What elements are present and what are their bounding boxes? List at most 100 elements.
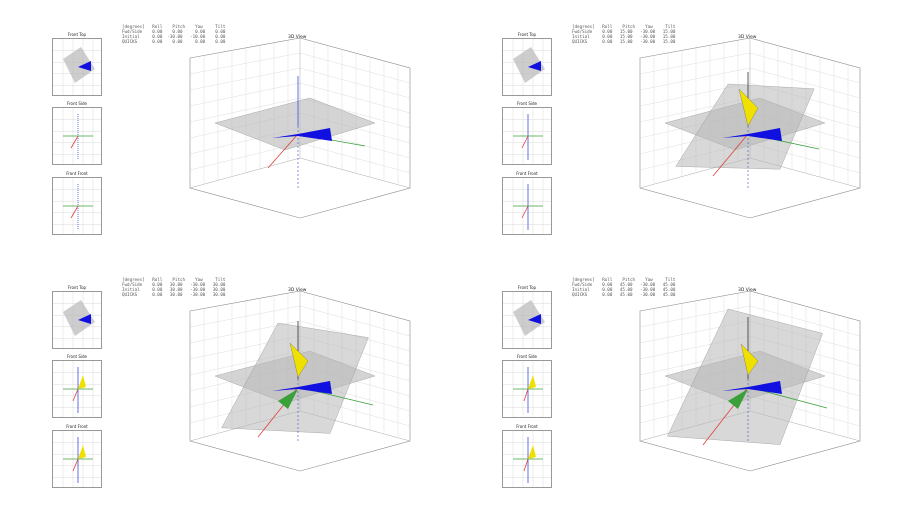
mini-plot-canvas — [53, 431, 101, 487]
mini-plot-canvas — [53, 178, 101, 234]
mini-plot-title: Front Side — [516, 101, 538, 106]
grid-line — [299, 67, 411, 99]
main-3d-plot — [639, 38, 861, 219]
mini-plot-canvas — [53, 39, 101, 95]
mini-wedge — [78, 61, 91, 71]
mini-plane — [63, 47, 95, 83]
mini-plot-title: Front Front — [66, 171, 88, 176]
mini-plot — [52, 291, 102, 349]
mini-plot-title: Front Front — [516, 424, 538, 429]
mini-x-axis — [70, 205, 79, 219]
mini-plot — [52, 38, 102, 96]
angle-table-header: [degrees] Roll Pitch Yaw Tilt — [572, 24, 676, 29]
mini-plot — [502, 430, 552, 488]
mini-x-axis — [521, 205, 529, 219]
grid-line — [189, 82, 301, 107]
angle-table: [degrees] Roll Pitch Yaw Tilt Fwd/Side 0.… — [572, 24, 675, 44]
mini-x-axis — [521, 135, 529, 149]
mini-plane — [513, 47, 545, 83]
green-wedge — [728, 389, 748, 409]
mini-plot-title: Front Top — [517, 285, 537, 290]
mini-plot-title: Front Top — [517, 32, 537, 37]
mini-plot-canvas — [53, 361, 101, 417]
angle-table-header: [degrees] Roll Pitch Yaw Tilt — [122, 24, 226, 29]
mini-plot — [502, 360, 552, 418]
mini-plot — [52, 430, 102, 488]
mini-plot-canvas — [53, 292, 101, 348]
mini-plot-canvas — [53, 108, 101, 164]
mini-x-axis — [523, 458, 529, 472]
horizontal-plane — [214, 97, 376, 151]
main-3d-plot — [189, 38, 411, 219]
mini-plot-canvas — [503, 292, 551, 348]
grid-line — [639, 67, 751, 91]
mini-plot — [502, 107, 552, 165]
x-axis — [712, 133, 749, 177]
mini-plot-title: Front Side — [66, 101, 88, 106]
grid-line — [189, 305, 301, 328]
tilted-plane — [667, 308, 823, 445]
tilted-plane — [675, 83, 815, 170]
tilt-wedge — [738, 88, 759, 127]
grid-line — [299, 82, 411, 114]
angle-table-header: [degrees] Roll Pitch Yaw Tilt — [122, 277, 226, 282]
main-plot-title: 3D View — [738, 288, 757, 293]
mini-x-axis — [72, 388, 79, 402]
angle-table-row: QUICKS 0.00 0.00 0.00 0.00 — [122, 39, 226, 44]
angle-table-row: QUICKS 0.00 15.00 -30.00 15.00 — [572, 39, 676, 44]
mini-plot-canvas — [503, 39, 551, 95]
grid-line — [639, 305, 751, 328]
angle-table-row: QUICKS 0.00 30.00 -30.00 30.00 — [122, 292, 226, 297]
angle-table: [degrees] Roll Pitch Yaw Tilt Fwd/Side 0.… — [122, 277, 225, 297]
mini-plot-title: Front Top — [67, 285, 87, 290]
angle-table-header: [degrees] Roll Pitch Yaw Tilt — [572, 277, 676, 282]
heading-wedge — [722, 381, 782, 394]
grid-line — [749, 305, 861, 337]
angle-table-row: Fwd/Side 0.00 45.00 -30.00 45.00 — [572, 282, 676, 287]
mini-plot-canvas — [503, 108, 551, 164]
mini-plot-title: Front Side — [66, 354, 88, 359]
angle-table: [degrees] Roll Pitch Yaw Tilt Fwd/Side 0.… — [122, 24, 225, 44]
mini-plot-canvas — [503, 361, 551, 417]
mini-wedge — [528, 61, 541, 71]
mini-plot-canvas — [503, 431, 551, 487]
grid-line — [749, 67, 861, 99]
angle-table-row: Fwd/Side 0.00 15.00 -30.00 15.00 — [572, 29, 676, 34]
angle-table-row: Initial 0.00 -30.00 -10.00 0.00 — [122, 34, 226, 39]
mini-plot — [52, 177, 102, 235]
mini-x-axis — [523, 388, 529, 402]
main-3d-plot — [189, 291, 411, 472]
mini-yellow-wedge — [528, 375, 536, 389]
grid-line — [299, 305, 411, 337]
tilt-wedge — [289, 342, 309, 378]
mini-yellow-wedge — [78, 375, 86, 389]
mini-plot — [502, 291, 552, 349]
main-3d-plot — [639, 291, 861, 472]
main-plot-title: 3D View — [288, 35, 307, 40]
mini-plane — [63, 300, 95, 336]
grid-line — [189, 97, 301, 123]
grid-line — [749, 52, 861, 84]
angle-table: [degrees] Roll Pitch Yaw Tilt Fwd/Side 0.… — [572, 277, 675, 297]
box-edge — [299, 157, 411, 189]
x-axis — [267, 133, 299, 169]
mini-plot-title: Front Side — [516, 354, 538, 359]
mini-wedge — [528, 314, 541, 324]
heading-wedge — [272, 128, 332, 141]
angle-table-row: Initial 0.00 15.00 -30.00 15.00 — [572, 34, 676, 39]
mini-yellow-wedge — [528, 445, 536, 459]
mini-plane — [513, 300, 545, 336]
box-edge — [189, 157, 301, 189]
mini-plot-title: Front Front — [66, 424, 88, 429]
angle-table-row: QUICKS 0.00 45.00 -30.00 45.00 — [572, 292, 676, 297]
mini-x-axis — [70, 135, 79, 149]
green-wedge — [278, 389, 298, 409]
mini-plot — [52, 360, 102, 418]
mini-wedge — [78, 314, 91, 324]
mini-plot — [502, 177, 552, 235]
heading-wedge — [722, 128, 782, 141]
angle-table-row: Fwd/Side 0.00 30.00 -30.00 30.00 — [122, 282, 226, 287]
mini-yellow-wedge — [78, 445, 86, 459]
mini-plot — [52, 107, 102, 165]
mini-plot-title: Front Front — [516, 171, 538, 176]
